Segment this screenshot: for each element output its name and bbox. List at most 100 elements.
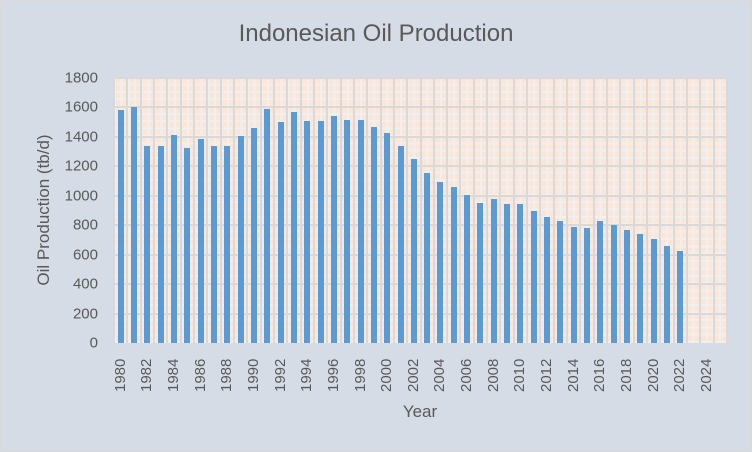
bar-1995 — [317, 121, 324, 343]
bar-2002 — [410, 158, 417, 343]
vertical-gridline — [379, 78, 382, 343]
bar-1999 — [370, 126, 377, 343]
vertical-gridline — [206, 78, 209, 343]
vertical-gridline — [619, 78, 622, 343]
vertical-gridline — [472, 78, 475, 343]
y-tick-label: 0 — [89, 334, 98, 352]
vertical-gridline — [606, 78, 609, 343]
bar-1984 — [170, 134, 177, 343]
x-tick-label: 2016 — [591, 358, 609, 392]
vertical-gridline — [272, 78, 275, 343]
vertical-gridline — [646, 78, 649, 343]
bar-2012 — [544, 217, 551, 343]
bar-2021 — [664, 245, 671, 343]
bar-1993 — [290, 111, 297, 343]
y-tick-label: 1400 — [64, 128, 98, 146]
bar-2018 — [624, 229, 631, 343]
bar-2022 — [677, 251, 684, 343]
bar-1998 — [357, 119, 364, 343]
bar-2017 — [610, 225, 617, 343]
x-tick-label: 1996 — [324, 358, 342, 392]
bar-1985 — [184, 147, 191, 343]
bar-2013 — [557, 220, 564, 343]
bar-1990 — [250, 128, 257, 343]
bar-1983 — [157, 145, 164, 343]
vertical-gridline — [299, 78, 302, 343]
vertical-gridline — [139, 78, 142, 343]
vertical-gridline — [686, 78, 689, 343]
vertical-gridline — [566, 78, 569, 343]
x-tick-label: 1980 — [111, 358, 129, 392]
bar-2006 — [464, 195, 471, 343]
vertical-gridline — [406, 78, 409, 343]
vertical-gridline — [486, 78, 489, 343]
bar-1980 — [117, 110, 124, 343]
x-tick-label: 2018 — [618, 358, 636, 392]
vertical-gridline — [592, 78, 595, 343]
bar-2010 — [517, 203, 524, 343]
bar-2009 — [504, 203, 511, 343]
x-tick-label: 1992 — [271, 358, 289, 392]
bar-1989 — [237, 136, 244, 343]
x-tick-label: 2014 — [564, 358, 582, 392]
x-tick-label: 1984 — [164, 358, 182, 392]
bar-1982 — [144, 145, 151, 343]
bar-2004 — [437, 181, 444, 343]
vertical-gridline — [259, 78, 262, 343]
vertical-gridline — [419, 78, 422, 343]
vertical-gridline — [552, 78, 555, 343]
vertical-gridline — [392, 78, 395, 343]
x-tick-label: 1982 — [138, 358, 156, 392]
y-tick-label: 800 — [72, 216, 98, 234]
vertical-gridline — [152, 78, 155, 343]
bar-2008 — [490, 198, 497, 343]
vertical-gridline — [446, 78, 449, 343]
vertical-gridline — [459, 78, 462, 343]
bar-2016 — [597, 220, 604, 343]
vertical-gridline — [712, 78, 715, 343]
x-tick-label: 2010 — [511, 358, 529, 392]
vertical-gridline — [699, 78, 702, 343]
x-tick-label: 2012 — [538, 358, 556, 392]
vertical-gridline — [232, 78, 235, 343]
vertical-gridline — [179, 78, 182, 343]
bar-2014 — [570, 226, 577, 343]
x-tick-label: 1994 — [298, 358, 316, 392]
bar-1991 — [264, 108, 271, 343]
y-tick-label: 1000 — [64, 187, 98, 205]
bar-2019 — [637, 234, 644, 343]
x-tick-label: 2004 — [431, 358, 449, 392]
chart-title: Indonesian Oil Production — [238, 20, 514, 47]
x-tick-label: 2008 — [484, 358, 502, 392]
vertical-gridline — [672, 78, 675, 343]
vertical-gridline — [246, 78, 249, 343]
vertical-gridline — [352, 78, 355, 343]
vertical-gridline — [113, 78, 115, 343]
x-tick-label: 2020 — [644, 358, 662, 392]
bar-2001 — [397, 145, 404, 343]
y-tick-label: 600 — [72, 246, 98, 264]
vertical-gridline — [726, 78, 728, 343]
x-tick-label: 2022 — [671, 358, 689, 392]
x-axis-label: Year — [402, 402, 438, 421]
vertical-gridline — [499, 78, 502, 343]
vertical-gridline — [339, 78, 342, 343]
x-tick-label: 1990 — [244, 358, 262, 392]
bar-1986 — [197, 139, 204, 343]
bar-1997 — [344, 119, 351, 343]
bar-2020 — [650, 239, 657, 343]
y-tick-label: 1600 — [64, 98, 98, 116]
plot-area — [113, 77, 728, 343]
vertical-gridline — [539, 78, 542, 343]
y-tick-label: 400 — [72, 275, 98, 293]
x-tick-label: 1986 — [191, 358, 209, 392]
vertical-gridline — [126, 78, 129, 343]
vertical-gridline — [286, 78, 289, 343]
bar-1992 — [277, 122, 284, 343]
y-tick-label: 1200 — [64, 157, 98, 175]
vertical-gridline — [166, 78, 169, 343]
bar-1987 — [210, 145, 217, 343]
bar-2011 — [530, 211, 537, 343]
vertical-gridline — [432, 78, 435, 343]
vertical-gridline — [192, 78, 195, 343]
